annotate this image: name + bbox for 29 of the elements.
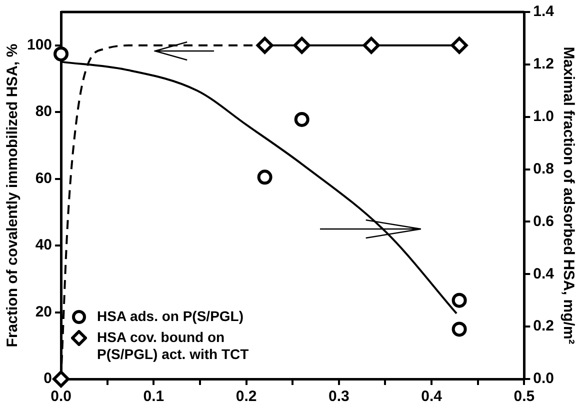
x-tick-label: 0.1	[143, 388, 164, 406]
x-tick-label: 0.5	[514, 388, 535, 406]
y-tick-label: 60	[35, 170, 52, 187]
y-tick-label: 0	[44, 370, 52, 388]
legend-label: HSA ads. on P(S/PGL)	[97, 308, 244, 325]
legend-label: HSA cov. bound on P(S/PGL) act. with TCT	[97, 329, 250, 363]
x-tick-label: 0.2	[236, 388, 257, 406]
y-tick-label: 100	[26, 36, 52, 54]
y2-tick-label: 0.2	[533, 318, 554, 335]
y2-tick-label: 0.4	[533, 265, 555, 282]
y-tick-label: 80	[35, 103, 52, 120]
x-tick-label: 0.0	[50, 388, 72, 406]
y2-axis-title: Maximal fraction of adsorbed HSA, mg/m²	[560, 46, 577, 344]
y2-tick-label: 0.6	[533, 212, 554, 230]
point	[54, 46, 69, 62]
y2-tick-label: 0.8	[533, 160, 554, 178]
point	[294, 112, 310, 127]
y-axis-title: Fraction of covalently immobilized HSA, %	[4, 44, 22, 348]
y-tick-label: 20	[35, 303, 52, 320]
y2-tick-label: 1.0	[533, 108, 554, 125]
y2-tick-label: 0.0	[533, 370, 554, 388]
x-tick-label: 0.4	[421, 388, 443, 406]
x-tick-label: 0.3	[328, 388, 350, 406]
point	[452, 292, 467, 308]
y2-tick-label: 1.2	[533, 56, 554, 73]
point	[257, 170, 272, 185]
y-tick-label: 40	[35, 236, 52, 254]
point	[452, 322, 467, 337]
y2-tick-label: 1.4	[533, 3, 555, 20]
